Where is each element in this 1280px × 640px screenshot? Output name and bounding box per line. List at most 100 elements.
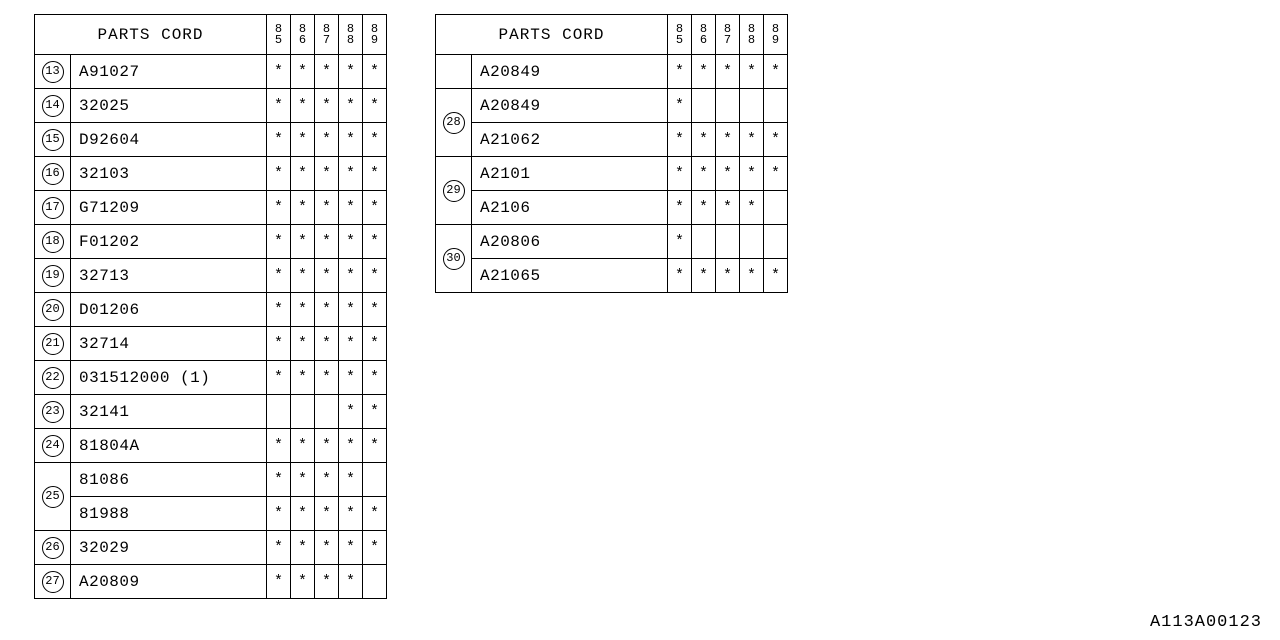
row-index: 27 — [35, 565, 71, 599]
part-code: A20849 — [472, 55, 668, 89]
circled-number-icon: 16 — [42, 163, 64, 185]
year-mark — [740, 89, 764, 123]
year-mark: * — [692, 191, 716, 225]
year-mark: * — [267, 191, 291, 225]
year-mark — [764, 89, 788, 123]
table-row: 13A91027***** — [35, 55, 387, 89]
part-code: A20806 — [472, 225, 668, 259]
circled-number-icon: 22 — [42, 367, 64, 389]
row-index: 13 — [35, 55, 71, 89]
year-header: 86 — [692, 15, 716, 55]
year-mark — [764, 191, 788, 225]
parts-table-right: PARTS CORD 85 86 87 88 89 A20849*****28A… — [435, 14, 788, 293]
row-index: 21 — [35, 327, 71, 361]
year-mark: * — [267, 429, 291, 463]
year-mark: * — [315, 89, 339, 123]
year-mark: * — [339, 565, 363, 599]
year-mark — [716, 89, 740, 123]
year-mark: * — [668, 55, 692, 89]
table-row: 20D01206***** — [35, 293, 387, 327]
year-mark: * — [363, 259, 387, 293]
year-mark: * — [339, 361, 363, 395]
year-mark: * — [716, 157, 740, 191]
table-row: 2332141** — [35, 395, 387, 429]
year-mark: * — [267, 497, 291, 531]
year-mark: * — [363, 293, 387, 327]
row-index: 29 — [436, 157, 472, 225]
year-mark: * — [668, 89, 692, 123]
year-mark: * — [716, 259, 740, 293]
year-mark: * — [716, 55, 740, 89]
year-mark: * — [267, 157, 291, 191]
part-code: 32029 — [71, 531, 267, 565]
table-row: 1632103***** — [35, 157, 387, 191]
year-mark: * — [668, 123, 692, 157]
year-mark: * — [315, 55, 339, 89]
row-index: 23 — [35, 395, 71, 429]
year-mark: * — [764, 259, 788, 293]
year-mark: * — [267, 327, 291, 361]
year-mark: * — [291, 565, 315, 599]
year-mark: * — [339, 55, 363, 89]
year-mark: * — [363, 191, 387, 225]
year-mark: * — [339, 327, 363, 361]
row-index: 17 — [35, 191, 71, 225]
table-row: 29A2101***** — [436, 157, 788, 191]
year-mark: * — [315, 531, 339, 565]
year-mark: * — [267, 361, 291, 395]
year-mark: * — [668, 191, 692, 225]
row-index: 28 — [436, 89, 472, 157]
year-mark: * — [267, 123, 291, 157]
circled-number-icon: 29 — [443, 180, 465, 202]
year-mark: * — [764, 123, 788, 157]
table-row: 17G71209***** — [35, 191, 387, 225]
year-mark: * — [291, 191, 315, 225]
year-mark: * — [740, 157, 764, 191]
year-header: 88 — [740, 15, 764, 55]
year-mark: * — [339, 429, 363, 463]
year-mark: * — [363, 89, 387, 123]
year-mark — [740, 225, 764, 259]
year-mark: * — [716, 123, 740, 157]
circled-number-icon: 15 — [42, 129, 64, 151]
row-index: 14 — [35, 89, 71, 123]
year-mark — [363, 463, 387, 497]
year-mark: * — [668, 225, 692, 259]
year-mark: * — [291, 429, 315, 463]
year-mark: * — [339, 259, 363, 293]
circled-number-icon: 21 — [42, 333, 64, 355]
year-mark: * — [291, 327, 315, 361]
year-mark: * — [315, 429, 339, 463]
year-mark: * — [267, 565, 291, 599]
table-row: 30A20806* — [436, 225, 788, 259]
table-row: 18F01202***** — [35, 225, 387, 259]
year-mark: * — [363, 395, 387, 429]
year-mark — [291, 395, 315, 429]
circled-number-icon: 24 — [42, 435, 64, 457]
year-mark: * — [764, 157, 788, 191]
table-row: A21062***** — [436, 123, 788, 157]
year-mark: * — [291, 157, 315, 191]
year-mark — [363, 565, 387, 599]
row-index: 26 — [35, 531, 71, 565]
year-mark: * — [291, 225, 315, 259]
part-code: A20809 — [71, 565, 267, 599]
year-mark: * — [291, 259, 315, 293]
circled-number-icon: 17 — [42, 197, 64, 219]
part-code: A21065 — [472, 259, 668, 293]
row-index: 25 — [35, 463, 71, 531]
year-mark: * — [315, 497, 339, 531]
year-mark: * — [291, 89, 315, 123]
row-index: 30 — [436, 225, 472, 293]
year-mark: * — [339, 463, 363, 497]
parts-header: PARTS CORD — [35, 15, 267, 55]
table-row: A21065***** — [436, 259, 788, 293]
row-index: 22 — [35, 361, 71, 395]
table-row: 1932713***** — [35, 259, 387, 293]
table-row: 2481804A***** — [35, 429, 387, 463]
year-mark: * — [692, 55, 716, 89]
row-index: 16 — [35, 157, 71, 191]
row-index: 19 — [35, 259, 71, 293]
part-code: 32025 — [71, 89, 267, 123]
year-mark: * — [315, 463, 339, 497]
